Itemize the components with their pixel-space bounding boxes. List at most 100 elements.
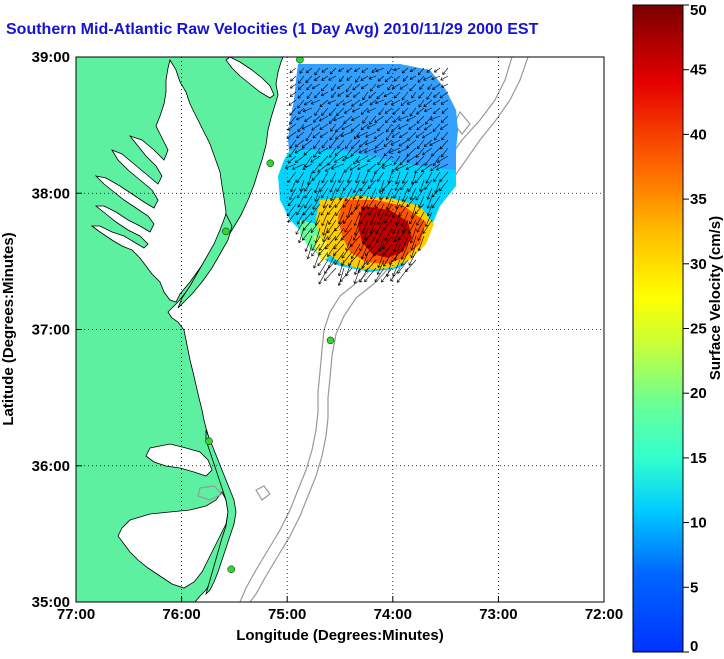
velocity-arrow bbox=[417, 227, 425, 241]
velocity-arrow bbox=[392, 219, 401, 234]
velocity-arrow bbox=[433, 171, 441, 183]
velocity-arrow bbox=[383, 251, 393, 267]
velocity-arrow bbox=[418, 195, 425, 208]
velocity-arrow bbox=[321, 211, 329, 226]
velocity-arrow bbox=[354, 67, 361, 72]
velocity-arrow bbox=[337, 267, 345, 286]
velocity-arrow bbox=[327, 243, 337, 257]
velocity-arrow bbox=[441, 107, 449, 114]
velocity-arrow bbox=[350, 123, 361, 132]
velocity-arrow bbox=[350, 147, 361, 157]
velocity-arrow bbox=[330, 123, 337, 132]
velocity-arrow bbox=[353, 131, 361, 140]
velocity-arrow bbox=[440, 99, 449, 105]
velocity-arrow bbox=[313, 147, 321, 158]
velocity-arrow bbox=[360, 83, 369, 90]
velocity-arrow bbox=[296, 203, 305, 216]
colorbar-label: Surface Velocity (cm/s) bbox=[707, 216, 724, 380]
velocity-arrow bbox=[324, 267, 337, 281]
velocity-arrow bbox=[367, 235, 377, 249]
velocity-arrow bbox=[318, 267, 329, 285]
y-tick-label: 36:00 bbox=[32, 458, 70, 475]
velocity-arrow bbox=[400, 235, 409, 252]
velocity-arrow bbox=[341, 243, 353, 259]
velocity-arrow bbox=[393, 75, 401, 82]
velocity-arrow bbox=[314, 67, 321, 76]
velocity-arrow bbox=[384, 211, 393, 224]
velocity-arrow bbox=[408, 251, 417, 266]
velocity-arrow bbox=[391, 83, 401, 89]
velocity-arrow bbox=[301, 123, 313, 130]
velocity-arrow bbox=[324, 163, 337, 172]
velocity-arrow bbox=[314, 179, 321, 194]
velocity-arrow bbox=[401, 219, 409, 234]
velocity-arrow bbox=[418, 91, 425, 99]
velocity-arrow bbox=[329, 131, 337, 141]
velocity-arrow bbox=[393, 115, 401, 123]
velocity-arrow bbox=[345, 91, 353, 98]
velocity-arrow bbox=[317, 163, 329, 173]
velocity-arrow bbox=[359, 235, 369, 252]
velocity-arrow bbox=[426, 187, 433, 200]
velocity-arrow bbox=[294, 155, 305, 164]
colorbar-ticks: 0 5 10 15 20 25 30 35 40 45 50 bbox=[683, 2, 707, 655]
velocity-patch-max bbox=[358, 206, 412, 258]
velocity-arrow bbox=[426, 195, 433, 209]
velocity-arrow bbox=[394, 171, 401, 185]
velocity-arrow bbox=[385, 131, 393, 141]
velocity-arrow bbox=[415, 131, 425, 138]
velocity-arrow bbox=[430, 115, 441, 121]
velocity-arrow bbox=[355, 171, 361, 184]
velocity-arrow bbox=[356, 155, 369, 163]
velocity-arrow bbox=[378, 187, 385, 201]
velocity-arrow bbox=[358, 147, 369, 154]
velocity-arrow bbox=[383, 139, 393, 147]
velocity-arrow bbox=[321, 67, 329, 73]
velocity-arrow bbox=[433, 107, 441, 115]
velocity-arrow bbox=[370, 171, 377, 183]
velocity-arrow bbox=[390, 99, 401, 106]
velocity-arrow bbox=[289, 91, 297, 97]
velocity-arrow bbox=[431, 75, 441, 81]
velocity-arrow bbox=[429, 139, 441, 146]
velocity-arrow bbox=[355, 75, 361, 83]
velocity-arrow bbox=[409, 107, 417, 117]
velocity-arrow bbox=[320, 91, 329, 97]
y-tick-label: 35:00 bbox=[32, 594, 70, 611]
velocity-arrow bbox=[416, 219, 425, 233]
velocity-arrow bbox=[322, 219, 329, 236]
velocity-arrow bbox=[289, 107, 297, 116]
velocity-arrow bbox=[384, 107, 393, 114]
x-tick-label: 76:00 bbox=[162, 606, 200, 623]
velocity-arrow bbox=[375, 219, 385, 235]
velocity-arrow bbox=[366, 251, 377, 265]
velocity-arrow bbox=[434, 131, 441, 141]
radar-station-marker bbox=[296, 57, 304, 64]
velocity-arrow bbox=[406, 147, 417, 157]
velocity-arrow bbox=[288, 147, 297, 158]
velocity-arrow bbox=[342, 99, 353, 106]
velocity-arrow bbox=[440, 75, 449, 81]
colorbar-tick-label: 25 bbox=[690, 321, 707, 338]
velocity-arrow bbox=[402, 171, 409, 184]
velocity-arrow bbox=[359, 139, 369, 148]
velocity-arrow bbox=[306, 83, 313, 91]
velocity-arrow bbox=[297, 83, 305, 90]
velocity-arrow bbox=[344, 147, 353, 159]
velocity-arrow bbox=[378, 179, 385, 194]
velocity-arrow bbox=[422, 147, 433, 156]
velocity-arrow bbox=[328, 107, 337, 116]
velocity-arrow bbox=[327, 227, 337, 240]
velocity-arrow bbox=[351, 107, 361, 113]
velocity-arrow bbox=[336, 179, 345, 193]
velocity-arrow bbox=[419, 179, 425, 192]
velocity-arrow bbox=[317, 251, 329, 267]
velocity-arrow bbox=[383, 147, 393, 157]
velocity-arrow bbox=[314, 91, 321, 99]
velocity-arrow bbox=[407, 179, 417, 193]
velocity-arrow bbox=[359, 267, 369, 283]
velocity-arrow bbox=[296, 211, 305, 225]
colorbar-tick-label: 15 bbox=[690, 450, 707, 467]
velocity-arrow bbox=[418, 99, 425, 108]
velocity-arrow bbox=[433, 91, 441, 98]
